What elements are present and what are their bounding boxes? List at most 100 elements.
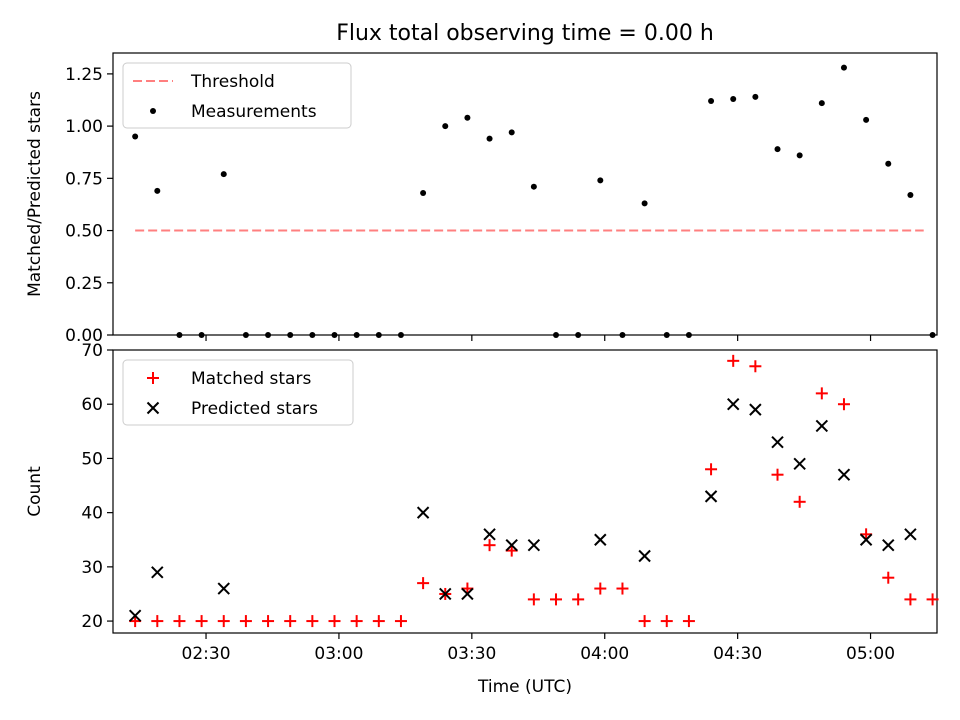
ratio-legend: Threshold Measurements (122, 62, 352, 129)
ratio-data-point (397, 332, 404, 338)
count-data-point (904, 593, 917, 606)
ratio-ytick-label: 0.75 (65, 169, 103, 189)
count-data-point (727, 354, 740, 367)
count-xtick-label: 02:30 (182, 644, 231, 664)
count-data-point (926, 593, 939, 606)
count-data-point (749, 403, 762, 416)
ratio-data-point (774, 146, 781, 153)
count-data-point (217, 615, 230, 628)
ratio-ytick-label: 1.25 (65, 65, 103, 85)
count-data-point (859, 533, 873, 546)
ratio-data-point (730, 95, 737, 102)
count-data-point (815, 419, 829, 433)
count-data-point (660, 615, 673, 628)
ratio-data-point (840, 64, 847, 71)
count-legend-swatch (147, 372, 159, 384)
count-data-point (638, 615, 651, 628)
ratio-data-point (132, 133, 139, 140)
ratio-data-point (508, 129, 515, 136)
count-ytick-label: 50 (81, 449, 103, 469)
count-data-point (416, 506, 430, 519)
ratio-data-point (907, 192, 914, 199)
count-data-point (594, 582, 607, 595)
chart-title: Flux total observing time = 0.00 h (336, 21, 714, 46)
count-series-1 (128, 398, 917, 622)
ratio-data-point (553, 332, 560, 338)
count-data-point (793, 457, 806, 471)
count-ytick-label: 60 (81, 395, 103, 415)
count-data-point (793, 495, 806, 508)
ratio-data-point (265, 332, 272, 338)
count-data-point (904, 528, 917, 541)
count-data-point (771, 468, 784, 481)
count-data-point (239, 615, 252, 628)
count-data-point (128, 609, 142, 622)
count-ytick-label: 20 (81, 612, 103, 632)
ratio-ytick-label: 1.00 (65, 117, 103, 137)
count-data-point (461, 587, 474, 601)
ratio-data-point (309, 332, 316, 338)
ratio-ytick-label: 0.00 (65, 326, 103, 346)
ratio-data-point (198, 332, 205, 338)
count-data-point (837, 468, 851, 481)
count-data-point (350, 615, 363, 628)
count-data-point (527, 538, 541, 552)
ratio-data-point (663, 332, 670, 338)
count-legend-swatch (146, 401, 160, 415)
count-xtick-label: 05:00 (846, 644, 895, 664)
count-data-point (129, 615, 142, 628)
ratio-data-point (220, 171, 227, 178)
count-data-point (483, 528, 496, 541)
ratio-data-point (442, 123, 449, 130)
count-data-point (616, 582, 629, 595)
ratio-data-point (242, 332, 249, 338)
count-data-point (417, 577, 430, 590)
count-data-point (550, 593, 563, 606)
count-data-point (815, 387, 828, 400)
ratio-legend-label: Threshold (190, 72, 275, 92)
ratio-data-point (575, 332, 582, 338)
count-legend-box (122, 359, 354, 426)
ratio-data-point (530, 183, 537, 190)
ratio-data-point (176, 332, 183, 338)
count-ytick-label: 40 (81, 504, 103, 524)
ratio-data-point (331, 332, 338, 338)
count-ytick-label: 30 (81, 558, 103, 578)
count-data-point (505, 544, 518, 557)
count-data-point (328, 615, 341, 628)
ratio-data-point (287, 332, 294, 338)
ratio-data-point (641, 200, 648, 207)
count-data-point (882, 538, 895, 552)
ratio-data-point (486, 135, 493, 142)
count-data-point (749, 360, 762, 373)
count-data-point (594, 533, 607, 546)
ratio-data-point (818, 100, 825, 107)
ratio-data-point (619, 332, 626, 338)
ratio-data-point (863, 116, 870, 123)
count-legend: Matched stars Predicted stars (122, 359, 354, 426)
count-xtick-label: 03:30 (447, 644, 496, 664)
count-data-point (217, 582, 230, 595)
ratio-panel: 0.00 0.25 0.50 0.75 1.00 1.25 Matched/Predicte… (25, 52, 938, 346)
ratio-legend-label: Measurements (191, 102, 317, 122)
count-data-point (727, 398, 740, 411)
count-legend-label: Matched stars (191, 369, 311, 389)
count-xlabel: Time (UTC) (477, 677, 572, 697)
ratio-data-point (929, 332, 936, 338)
count-data-point (306, 615, 319, 628)
count-data-point (394, 615, 407, 628)
ratio-legend-swatch (150, 108, 156, 114)
count-data-point (461, 582, 474, 595)
ratio-data-point (154, 187, 161, 194)
ratio-data-point (420, 189, 427, 196)
count-data-point (882, 571, 895, 584)
count-data-point (483, 539, 496, 552)
count-series-0 (129, 354, 939, 628)
ratio-ytick-label: 0.50 (65, 222, 103, 242)
ratio-data-point (375, 332, 382, 338)
count-ylabel: Count (25, 466, 45, 517)
count-data-point (704, 490, 718, 503)
ratio-data-point (885, 160, 892, 167)
count-ytick-label: 70 (81, 341, 103, 361)
